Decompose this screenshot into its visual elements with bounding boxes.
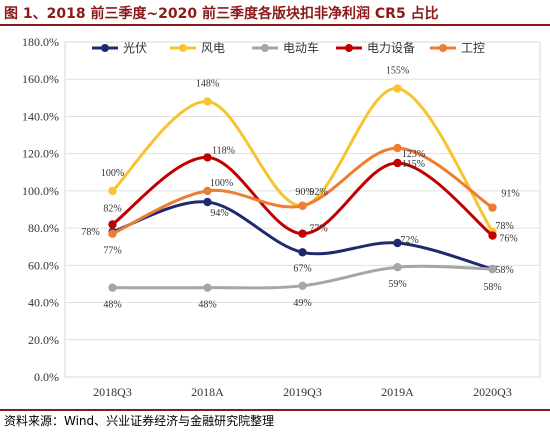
source-note: 资料来源：Wind、兴业证券经济与金融研究院整理 [4, 414, 275, 428]
data-label: 67% [293, 263, 311, 274]
y-tick-label: 80.0% [28, 221, 59, 235]
legend-marker [261, 44, 269, 52]
data-point [488, 203, 497, 212]
y-tick-label: 20.0% [28, 333, 59, 347]
y-tick-label: 0.0% [34, 370, 59, 384]
title-rule [0, 24, 550, 26]
y-tick-label: 140.0% [22, 109, 59, 123]
legend-item: 风电 [170, 41, 225, 55]
y-tick-label: 180.0% [22, 35, 59, 49]
data-point [393, 143, 402, 153]
data-point [203, 186, 212, 196]
series-lines [108, 84, 497, 292]
legend-label: 电力设备 [367, 41, 415, 55]
x-axis: 2018Q3 2018A 2019Q3 2019A 2020Q3 [93, 385, 512, 399]
data-label: 155% [386, 66, 409, 77]
legend-label: 风电 [201, 41, 225, 55]
chart-grid [64, 41, 541, 378]
legend-marker [101, 44, 109, 52]
legend-marker [179, 44, 187, 52]
y-tick-label: 60.0% [28, 258, 59, 272]
data-label: 82% [103, 203, 121, 214]
data-label: 48% [198, 300, 216, 311]
data-label: 115% [402, 159, 425, 170]
data-point [108, 283, 117, 292]
data-point [108, 220, 117, 229]
data-label: 91% [501, 189, 519, 200]
data-point [393, 238, 402, 248]
x-tick-label: 2019A [381, 385, 414, 399]
x-tick-label: 2018A [191, 385, 224, 399]
y-axis: 0.0% 20.0% 40.0% 60.0% 80.0% 100.0% 120.0% 140.… [22, 35, 59, 384]
y-tick-label: 100.0% [22, 184, 59, 198]
plot-area [64, 41, 541, 378]
data-label: 59% [388, 279, 406, 290]
data-label: 77% [309, 224, 327, 235]
data-point [298, 248, 307, 257]
data-label: 148% [196, 79, 219, 90]
data-labels: 78% 94% 67% 72% 58% 100% 148% 90% 155% 78% 48% 48% 4… [81, 66, 519, 311]
data-point [393, 262, 402, 272]
data-label: 100% [210, 178, 233, 189]
data-point [298, 229, 307, 238]
data-point [393, 158, 402, 168]
data-point [203, 197, 212, 207]
legend-marker [345, 44, 353, 52]
data-point [108, 229, 117, 238]
legend-label: 电动车 [283, 40, 319, 55]
x-tick-label: 2020Q3 [473, 385, 512, 399]
data-point [203, 283, 212, 292]
legend-item: 光伏 [92, 41, 147, 55]
legend-marker [439, 44, 447, 52]
y-tick-label: 120.0% [22, 147, 59, 161]
x-tick-label: 2018Q3 [93, 385, 132, 399]
data-point [108, 186, 117, 196]
data-label: 49% [293, 298, 311, 309]
data-point [203, 97, 212, 106]
y-tick-label: 40.0% [28, 296, 59, 310]
data-label: 94% [210, 208, 228, 219]
data-label: 92% [309, 187, 327, 198]
y-tick-label: 160.0% [22, 72, 59, 86]
data-point [298, 281, 307, 291]
legend-item: 电动车 [252, 40, 319, 55]
x-tick-label: 2019Q3 [283, 385, 322, 399]
data-point [298, 201, 307, 210]
line-chart: 0.0% 20.0% 40.0% 60.0% 80.0% 100.0% 120.0% 140.… [22, 35, 541, 399]
data-label: 78% [495, 221, 513, 232]
legend-label: 光伏 [123, 41, 147, 55]
data-label: 78% [81, 227, 99, 238]
data-point [393, 84, 402, 93]
series-line-2 [111, 87, 494, 233]
chart-legend: 光伏 风电 电动车 电力设备 工控 [92, 40, 485, 55]
data-label: 100% [101, 168, 124, 179]
data-label: 48% [103, 300, 121, 311]
data-point [488, 264, 497, 274]
figure-title: 图 1、2018 前三季度~2020 前三季度各版块扣非净利润 CR5 占比 [4, 6, 439, 22]
data-label: 58% [495, 265, 513, 276]
data-label: 123% [402, 149, 425, 160]
data-point [488, 231, 497, 240]
source-rule [0, 409, 550, 411]
legend-item: 电力设备 [336, 41, 415, 55]
data-label: 90% [295, 187, 313, 198]
data-label: 77% [103, 246, 121, 257]
data-label: 118% [212, 145, 235, 156]
legend-item: 工控 [430, 41, 485, 55]
data-point [203, 153, 212, 162]
data-label: 72% [400, 235, 418, 246]
data-label: 58% [483, 282, 501, 293]
legend-label: 工控 [461, 41, 485, 55]
data-label: 76% [499, 234, 517, 245]
